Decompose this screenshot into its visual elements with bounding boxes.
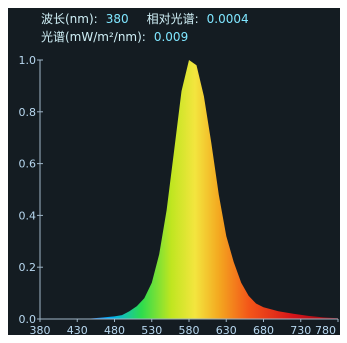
x-tick-label: 380	[30, 324, 51, 335]
y-tick-label: 0.8	[19, 106, 37, 119]
spectrum-label: 光谱(mW/m²/nm):	[41, 30, 146, 44]
x-tick-label: 630	[216, 324, 237, 335]
relative-spectrum-label: 相对光谱:	[146, 12, 199, 26]
measurement-readout: 波长(nm): 380 相对光谱: 0.0004 光谱(mW/m²/nm): 0.009	[8, 8, 340, 60]
y-tick-label: 1.0	[19, 54, 37, 67]
spectrum-chart: 0.0 0.2 0.4 0.6 0.8 1.0 380 430 480 530 580 630 680 7…	[19, 54, 339, 335]
spectrum-area	[40, 60, 338, 319]
readout-row-spectrum: 光谱(mW/m²/nm): 0.009	[41, 29, 188, 45]
wavelength-value: 380	[105, 12, 129, 26]
x-tick-label: 580	[179, 324, 200, 335]
spectrometer-screen: 0.0 0.2 0.4 0.6 0.8 1.0 380 430 480 530 580 630 680 7…	[8, 8, 340, 335]
y-tick-label: 0.2	[19, 261, 37, 274]
y-tick-label: 0.0	[19, 313, 37, 326]
readout-row-wavelength: 波长(nm): 380 相对光谱: 0.0004	[41, 11, 249, 27]
spectrum-value: 0.009	[153, 30, 189, 44]
x-tick-label: 480	[104, 324, 125, 335]
y-tick-label: 0.4	[19, 209, 37, 222]
wavelength-label: 波长(nm):	[41, 12, 98, 26]
x-tick-label: 430	[67, 324, 88, 335]
x-tick-label: 680	[253, 324, 274, 335]
y-tick-label: 0.6	[19, 158, 37, 171]
x-tick-label: 530	[141, 324, 162, 335]
relative-spectrum-value: 0.0004	[206, 12, 249, 26]
x-tick-label: 730	[290, 324, 311, 335]
x-tick-label: 780	[315, 324, 336, 335]
